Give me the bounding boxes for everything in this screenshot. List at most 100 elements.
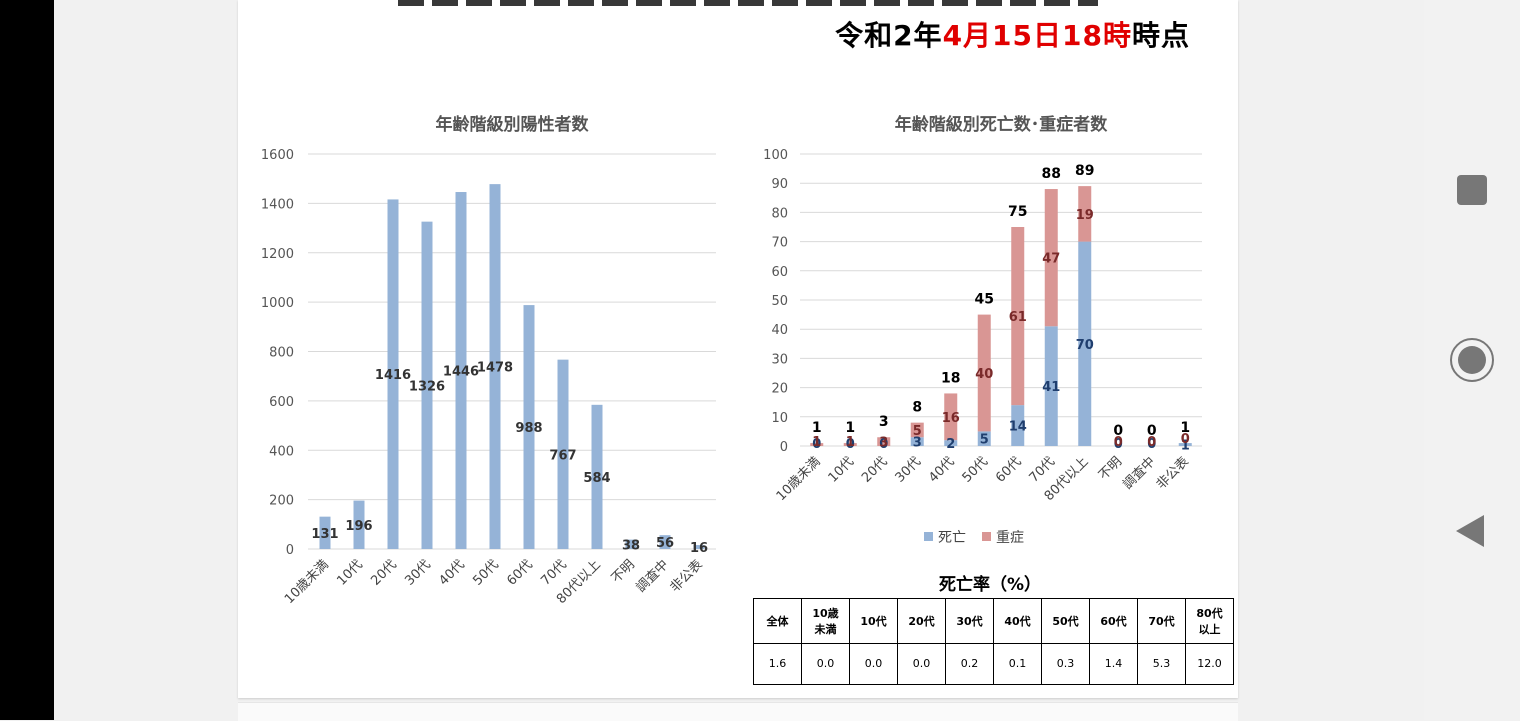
x-tick-label: 10代 [826,454,857,485]
data-label-total: 88 [1042,166,1061,182]
x-tick-label: 20代 [368,557,399,588]
data-label-death: 41 [1042,380,1060,395]
bar-death [944,440,958,446]
x-tick-label: 60代 [993,454,1024,485]
home-icon[interactable] [1450,338,1494,382]
data-label-death: 2 [946,437,955,452]
data-label-severe: 0 [1114,435,1123,450]
y-tick-label: 1200 [261,247,294,262]
y-tick-label: 100 [763,148,788,163]
y-tick-label: 0 [286,543,294,558]
mortality-title: 死亡率（%） [938,575,1042,595]
data-label-severe: 19 [1076,208,1094,223]
data-label-total: 18 [941,370,960,386]
bar-severe [977,314,991,432]
recents-icon[interactable] [1457,175,1487,205]
bar [319,516,331,549]
mortality-value-cell: 0.2 [945,642,994,686]
data-label: 584 [583,471,610,486]
bar [523,305,535,549]
y-tick-label: 40 [771,323,788,338]
data-label: 131 [311,527,338,542]
data-label-severe: 5 [913,424,922,439]
mortality-header-cell: 40代 [993,598,1042,644]
x-tick-label: 非公表 [1154,454,1192,492]
data-label-severe: 1 [812,435,821,450]
bar [421,221,433,550]
y-tick-label: 600 [269,395,294,410]
mortality-value-cell: 0.0 [801,642,850,686]
legend-swatch-severe [982,532,991,541]
y-tick-label: 70 [771,236,788,251]
chart-title: 年齢階級別陽性者数 [436,114,590,135]
x-tick-label: 調査中 [1120,454,1158,492]
data-label-death: 5 [980,433,989,448]
x-tick-label: 10歳未満 [282,557,332,607]
x-tick-label: 非公表 [668,557,706,595]
data-label: 767 [549,448,576,463]
bar-severe [1011,227,1025,406]
x-tick-label: 50代 [960,454,991,485]
mortality-header-cell: 60代 [1089,598,1138,644]
bar-severe [810,443,824,446]
mortality-value-cell: 0.3 [1041,642,1090,686]
data-label-total: 75 [1008,204,1027,220]
data-label-death: 14 [1009,420,1027,435]
chart-title: 年齢階級別死亡数･重症者数 [895,114,1108,135]
mortality-value-cell: 12.0 [1185,642,1234,686]
date-suffix: 時点 [1131,19,1190,52]
x-tick-label: 40代 [926,454,957,485]
data-label-total: 1 [1180,420,1190,436]
deaths-severe-chart: 年齢階級別死亡数･重症者数010203040506070809010001110… [763,114,1202,546]
data-label-death: 0 [1147,437,1156,452]
x-tick-label: 30代 [402,557,433,588]
mortality-header-cell: 80代 以上 [1185,598,1234,644]
data-label-death: 0 [879,437,888,452]
data-label-total: 1 [845,420,855,436]
date-red: 4月15日18時 [942,19,1132,52]
mortality-value-cell: 0.1 [993,642,1042,686]
y-tick-label: 400 [269,444,294,459]
bar [591,404,603,549]
bar-death [910,437,924,446]
y-tick-label: 80 [771,206,788,221]
data-label-severe: 0 [1181,432,1190,447]
data-label-total: 8 [912,400,922,416]
data-label: 56 [656,536,674,551]
mortality-value-cell: 0.0 [849,642,898,686]
legend-swatch-death [924,532,933,541]
data-label: 988 [515,421,542,436]
data-label-death: 0 [846,437,855,452]
mortality-value-cell: 1.6 [753,642,802,686]
y-tick-label: 30 [771,352,788,367]
bar-severe [1078,186,1092,242]
x-tick-label: 60代 [504,557,535,588]
data-label-severe: 40 [975,367,993,382]
x-tick-label: 50代 [470,557,501,588]
x-tick-label: 10歳未満 [774,454,824,504]
y-tick-label: 90 [771,177,788,192]
data-label-death: 1 [1181,439,1190,454]
bar [625,539,637,549]
bar-death [1178,443,1192,446]
data-label-severe: 16 [942,411,960,426]
mortality-value-cell: 5.3 [1137,642,1186,686]
y-tick-label: 60 [771,265,788,280]
y-tick-label: 800 [269,346,294,361]
data-label-total: 0 [1113,423,1123,439]
data-label-severe: 3 [879,436,888,451]
data-label: 16 [690,541,708,556]
bar [659,535,671,549]
bar [557,359,569,549]
back-icon[interactable] [1456,515,1484,547]
data-label-severe: 0 [1147,435,1156,450]
bar-severe [1044,189,1058,327]
x-tick-label: 10代 [334,557,365,588]
legend-label-death: 死亡 [938,530,966,546]
data-label-total: 89 [1075,163,1094,179]
data-label-total: 0 [1147,423,1157,439]
y-tick-label: 1400 [261,197,294,212]
data-label: 1326 [409,379,445,394]
data-label: 1478 [477,361,513,376]
y-tick-label: 1600 [261,148,294,163]
